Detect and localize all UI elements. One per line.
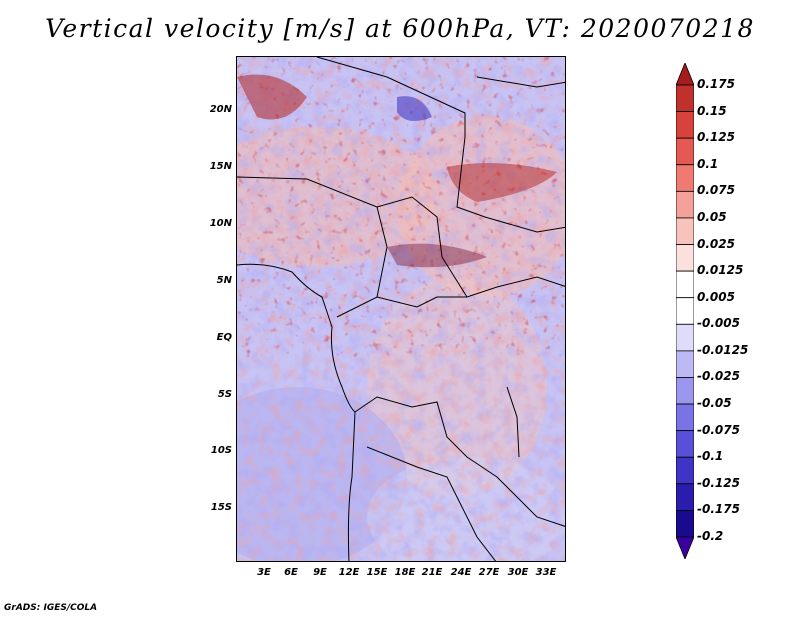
lon-label-21e: 21E <box>421 567 443 578</box>
colorbar-label: 0.025 <box>697 236 735 251</box>
lon-label-12e: 12E <box>338 567 360 578</box>
lon-label-24e: 24E <box>450 567 472 578</box>
colorbar-segment <box>676 377 694 405</box>
colorbar-segment <box>676 137 694 166</box>
colorbar-segment <box>676 510 694 538</box>
colorbar-label: 0.175 <box>697 77 735 91</box>
colorbar-segment <box>676 403 694 432</box>
lat-label-20n: 20N <box>209 104 232 115</box>
colorbar-segment <box>676 430 694 458</box>
colorbar-label: -0.2 <box>697 529 724 543</box>
colorbar-label: -0.175 <box>697 502 740 517</box>
colorbar-segment <box>676 350 694 378</box>
lon-label-15e: 15E <box>366 567 388 578</box>
colorbar-segment <box>676 483 694 511</box>
colorbar-label: -0.025 <box>697 369 740 384</box>
grads-credit: GrADS: IGES/COLA <box>4 603 98 613</box>
colorbar-label: 0.1 <box>697 156 719 171</box>
colorbar-label: -0.1 <box>697 449 724 464</box>
lon-label-6e: 6E <box>284 567 298 578</box>
colorbar-segment <box>676 456 694 485</box>
colorbar-label: 0.075 <box>697 183 735 198</box>
lat-label-5n: 5N <box>216 275 232 286</box>
colorbar-label: 0.15 <box>697 103 727 118</box>
colorbar-segment <box>676 297 694 325</box>
colorbar-top-arrow <box>676 63 694 86</box>
colorbar-label: -0.125 <box>697 475 740 490</box>
lat-label-5s: 5S <box>217 389 232 400</box>
colorbar-segment <box>676 164 694 192</box>
colorbar-label: 0.05 <box>697 209 727 224</box>
lon-label-30e: 30E <box>507 567 529 578</box>
lat-label-10n: 10N <box>209 218 232 229</box>
colorbar-label: -0.05 <box>697 396 732 411</box>
lon-label-27e: 27E <box>478 567 500 578</box>
lon-label-3e: 3E <box>257 567 271 578</box>
colorbar-segment <box>676 323 694 352</box>
colorbar-bottom-arrow <box>676 536 694 559</box>
colorbar-label: -0.0125 <box>697 342 749 357</box>
colorbar-label: 0.0125 <box>697 263 744 278</box>
colorbar-label: -0.075 <box>697 422 740 437</box>
colorbar <box>676 63 694 559</box>
lat-label-eq: EQ <box>216 332 232 343</box>
country-borders <box>237 57 565 561</box>
colorbar-segment <box>676 244 694 272</box>
lat-label-15s: 15S <box>210 502 232 513</box>
colorbar-segment <box>676 190 694 219</box>
velocity-field-map <box>237 57 565 561</box>
colorbar-segment <box>676 84 694 112</box>
colorbar-segment <box>676 111 694 139</box>
lat-label-10s: 10S <box>210 445 232 456</box>
plot-title: Vertical velocity [m/s] at 600hPa, VT: 2… <box>45 14 755 43</box>
lon-label-33e: 33E <box>535 567 557 578</box>
lon-label-9e: 9E <box>313 567 327 578</box>
map-panel <box>236 56 566 562</box>
colorbar-label: -0.005 <box>697 316 740 331</box>
colorbar-label: 0.125 <box>697 130 735 145</box>
colorbar-segment <box>676 270 694 299</box>
colorbar-label: 0.005 <box>697 289 735 304</box>
lat-label-15n: 15N <box>209 161 232 172</box>
colorbar-segment <box>676 217 694 245</box>
lon-label-18e: 18E <box>394 567 416 578</box>
